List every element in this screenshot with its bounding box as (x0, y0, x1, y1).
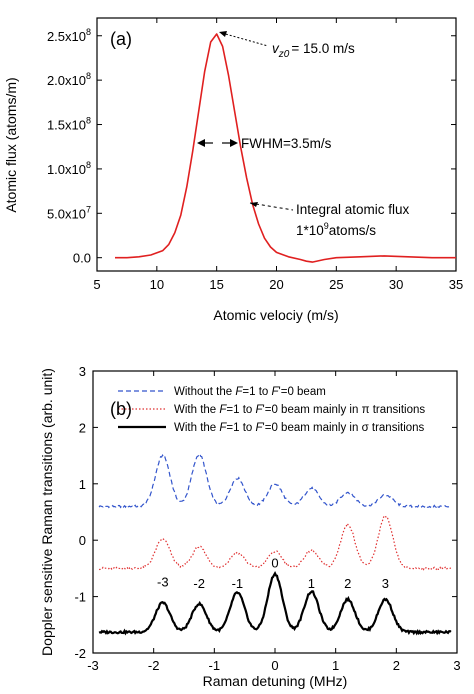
panel-b-peak-label: -3 (157, 574, 169, 589)
fwhm-text: FWHM=3.5m/s (241, 136, 332, 151)
panel-a-x-tick-label: 30 (389, 277, 403, 292)
panel-a-y-tick-label: 2.5x108 (47, 27, 91, 44)
panel-a-x-tick-label: 35 (449, 277, 463, 292)
panel-b-y-tick-label: -1 (74, 590, 86, 605)
peak-arrow-head (219, 31, 227, 37)
panel-a-flux-curve (115, 33, 456, 263)
integral-line1: Integral atomic flux (296, 202, 410, 217)
integral-line2: 1*109atoms/s (296, 221, 376, 238)
panel-b-y-ticks: -2 -1 0 1 2 3 (74, 364, 457, 661)
panel-a-x-ticks: 5 10 15 20 25 30 35 (93, 18, 463, 292)
panel-b-series-solid (98, 571, 452, 636)
panel-b-series-dash (98, 452, 451, 509)
fwhm-left-arrow (197, 139, 205, 147)
panel-b-peak-labels: -3 -2 -1 0 1 2 3 (157, 555, 389, 591)
panel-b-x-tick-label: 0 (271, 658, 278, 673)
panel-b-x-tick-label: 2 (393, 658, 400, 673)
panel-b-legend: Without the F=1 to F'=0 beam With the F=1… (118, 386, 425, 434)
panel-b-x-tick-label: 1 (332, 658, 339, 673)
panel-b-series (98, 452, 452, 636)
panel-b-peak-label: -2 (193, 576, 205, 591)
panel-b-y-tick-label: -2 (74, 646, 86, 661)
legend-entry-dash: Without the F=1 to F'=0 beam (174, 386, 326, 398)
panel-a-y-ticks: 0.0 5.0x107 1.0x108 1.5x108 2.0x108 2.5x108 (47, 27, 456, 266)
panel-a-series (115, 33, 456, 263)
panel-b-peak-label: 3 (382, 576, 389, 591)
panel-a-x-tick-label: 15 (209, 277, 223, 292)
legend-entry-solid: With the F=1 to F'=0 beam mainly in σ tr… (174, 422, 425, 434)
panel-b-x-tick-label: 3 (453, 658, 460, 673)
panel-b-y-axis-title: Doppler sensitive Raman transitions (arb… (39, 368, 55, 656)
panel-a-y-axis-title: Atomic flux (atoms/m) (3, 77, 19, 212)
panel-a-x-tick-label: 25 (329, 277, 343, 292)
panel-b-x-tick-label: -2 (148, 658, 160, 673)
peak-arrow (221, 32, 269, 47)
panel-a-x-axis-title: Atomic velociy (m/s) (213, 307, 338, 323)
peak-velocity-text: vz0 = 15.0 m/s (272, 41, 355, 60)
integral-arrow (249, 202, 294, 211)
panel-a-flux-chart: 5 10 15 20 25 30 35 0.0 5.0x107 1.0x108 1.5x108 2.… (3, 17, 463, 323)
panel-b-y-tick-label: 0 (79, 533, 86, 548)
panel-b-y-tick-label: 3 (79, 364, 86, 379)
integral-flux-annotation: Integral atomic flux 1*109atoms/s (249, 202, 410, 238)
panel-a-y-tick-label: 1.0x108 (47, 160, 91, 177)
panel-a-x-tick-label: 5 (93, 277, 100, 292)
panel-b-y-tick-label: 2 (79, 420, 86, 435)
panel-b-x-tick-label: -3 (87, 658, 99, 673)
panel-b-peak-label: 2 (344, 576, 351, 591)
integral-arrow-head (250, 202, 258, 207)
panel-a-x-tick-label: 10 (150, 277, 164, 292)
panel-b-x-axis-title: Raman detuning (MHz) (203, 673, 348, 689)
panel-a-y-tick-label: 1.5x108 (47, 116, 91, 133)
panel-a-y-tick-label: 2.0x108 (47, 71, 91, 88)
panel-a-y-tick-label: 0.0 (73, 251, 91, 266)
panel-b-peak-label: 0 (271, 555, 278, 570)
panel-a-label: (a) (110, 29, 132, 49)
panel-b-x-ticks: -3 -2 -1 0 1 2 3 (87, 371, 461, 673)
panel-b-label: (b) (110, 399, 132, 419)
panel-b-x-tick-label: -1 (209, 658, 221, 673)
panel-b-y-tick-label: 1 (79, 477, 86, 492)
panel-b-peak-label: -1 (232, 576, 244, 591)
legend-entry-dot: With the F=1 to F'=0 beam mainly in π tr… (174, 404, 425, 416)
panel-a-y-tick-label: 5.0x107 (47, 204, 91, 221)
fwhm-annotation: FWHM=3.5m/s (197, 136, 332, 151)
panel-b-peak-label: 1 (308, 576, 315, 591)
fwhm-right-arrow (230, 139, 238, 147)
peak-velocity-annotation: vz0 = 15.0 m/s (219, 31, 355, 60)
panel-a-x-tick-label: 20 (269, 277, 283, 292)
